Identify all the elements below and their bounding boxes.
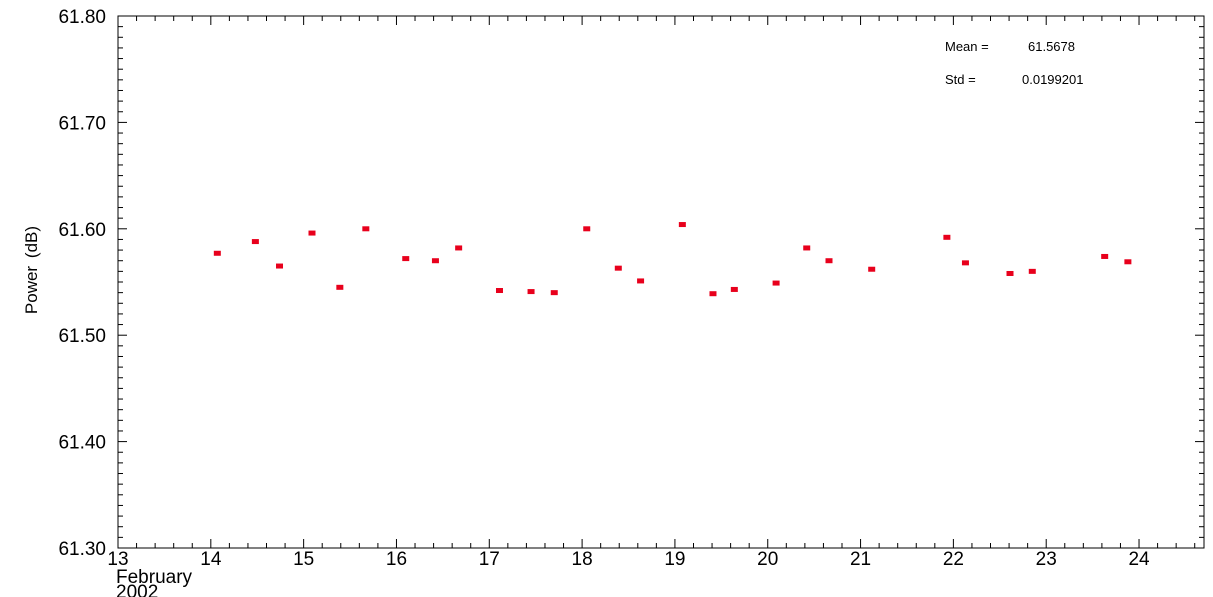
mean-value: 61.5678: [1028, 39, 1075, 54]
y-axis-title-power: Power: [22, 266, 41, 315]
data-point: [709, 291, 717, 297]
y-tick-label: 61.80: [58, 7, 106, 28]
y-tick-label: 61.40: [58, 433, 106, 454]
x-sublabel-year: 2002: [116, 582, 158, 597]
x-tick-label: 13: [107, 549, 128, 570]
data-point: [868, 266, 876, 272]
data-point: [730, 286, 738, 292]
x-tick-label: 24: [1128, 549, 1150, 570]
y-tick-label: 61.70: [58, 113, 106, 134]
data-point: [362, 226, 370, 232]
data-point: [431, 258, 439, 264]
data-point: [308, 230, 316, 236]
data-point: [678, 222, 686, 228]
std-label: Std =: [945, 72, 976, 87]
x-tick-label: 20: [757, 549, 778, 570]
data-point: [550, 290, 558, 296]
x-tick-label: 22: [943, 549, 964, 570]
x-tick-label: 16: [386, 549, 407, 570]
data-point: [825, 258, 833, 264]
data-point: [402, 256, 410, 262]
x-tick-label: 21: [850, 549, 871, 570]
data-point: [495, 288, 503, 294]
data-point: [583, 226, 591, 232]
x-sublabel-month: February: [116, 567, 193, 588]
x-tick-label: 17: [479, 549, 500, 570]
plot-frame: [117, 15, 1205, 549]
mean-label: Mean =: [945, 39, 989, 54]
data-point: [943, 234, 951, 240]
x-tick-label: 19: [664, 549, 685, 570]
data-point: [1006, 270, 1014, 276]
data-point: [1028, 268, 1036, 274]
x-tick-label: 14: [200, 549, 222, 570]
x-tick-label: 15: [293, 549, 314, 570]
data-point: [1124, 259, 1132, 265]
x-tick-label: 18: [572, 549, 593, 570]
std-value: 0.0199201: [1022, 72, 1083, 87]
data-point: [213, 250, 221, 256]
y-tick-label: 61.30: [58, 539, 106, 560]
axes-group: 13 14 15 16 17 18 19 20 21 22 23 24 61.30 61.40 61.50 6…: [58, 7, 1204, 570]
data-point: [772, 280, 780, 286]
y-axis-title-unit: (dB): [22, 226, 41, 258]
data-point: [614, 265, 622, 271]
y-tick-label: 61.60: [58, 220, 106, 241]
data-point: [961, 260, 969, 266]
y-tick-label: 61.50: [58, 326, 106, 347]
data-point: [637, 278, 645, 284]
x-tick-label: 23: [1036, 549, 1057, 570]
data-points-group: [213, 222, 1132, 297]
data-point: [803, 245, 811, 251]
data-point: [276, 263, 284, 269]
data-point: [527, 289, 535, 295]
data-point: [251, 239, 259, 245]
data-point: [336, 284, 344, 290]
data-point: [1101, 253, 1109, 259]
data-point: [455, 245, 463, 251]
